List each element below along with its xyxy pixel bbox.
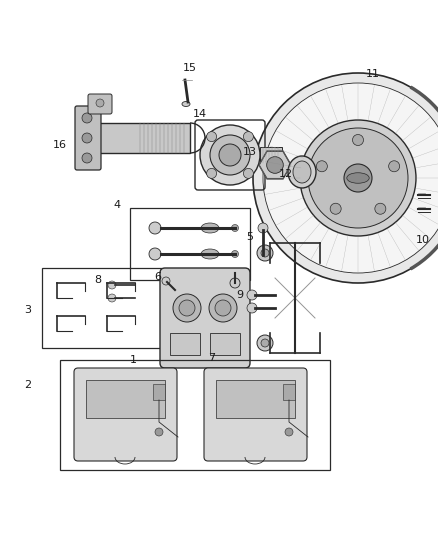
Polygon shape [259,151,291,179]
FancyBboxPatch shape [88,94,112,114]
Circle shape [108,294,116,302]
Text: 1: 1 [130,355,137,365]
Circle shape [257,245,273,261]
FancyBboxPatch shape [74,368,177,461]
Circle shape [300,120,416,236]
Circle shape [173,294,201,322]
Circle shape [258,223,268,233]
Circle shape [82,113,92,123]
Text: 13: 13 [243,147,257,157]
Circle shape [96,99,104,107]
Text: 7: 7 [208,353,215,363]
Circle shape [308,128,408,228]
Bar [153,384,165,400]
Ellipse shape [293,161,311,183]
Bar [130,208,250,280]
Circle shape [232,224,239,231]
Text: 6: 6 [155,272,162,282]
Circle shape [200,125,260,185]
Circle shape [215,300,231,316]
FancyBboxPatch shape [75,106,101,170]
Text: 9: 9 [237,290,244,300]
Circle shape [162,277,170,285]
Circle shape [155,428,163,436]
Circle shape [285,428,293,436]
Circle shape [267,157,283,173]
Bar [60,360,330,470]
Circle shape [330,203,341,214]
Ellipse shape [201,223,219,233]
Circle shape [210,135,250,175]
Circle shape [261,339,269,347]
Circle shape [316,161,327,172]
Ellipse shape [182,101,190,107]
Text: 10: 10 [416,235,430,245]
FancyBboxPatch shape [160,268,250,368]
Circle shape [207,168,217,179]
Circle shape [344,164,372,192]
Ellipse shape [347,173,369,183]
Circle shape [247,303,257,313]
Text: 3: 3 [25,305,32,315]
Bar [283,384,295,400]
Circle shape [219,144,241,166]
Circle shape [207,132,217,142]
Text: 14: 14 [193,109,207,119]
Text: 15: 15 [183,63,197,73]
Circle shape [179,300,195,316]
Circle shape [149,222,161,234]
Bar [210,333,240,355]
Circle shape [82,153,92,163]
Ellipse shape [201,249,219,259]
Circle shape [108,281,116,289]
Circle shape [263,83,438,273]
Circle shape [244,168,254,179]
Circle shape [149,248,161,260]
FancyBboxPatch shape [204,368,307,461]
Text: 8: 8 [95,275,102,285]
Text: 16: 16 [53,140,67,150]
Text: 4: 4 [113,200,120,210]
Text: 2: 2 [25,380,32,390]
Circle shape [209,294,237,322]
Bar [95,123,190,153]
Circle shape [257,335,273,351]
Ellipse shape [288,156,316,188]
Circle shape [232,251,239,257]
Circle shape [389,161,399,172]
Circle shape [375,203,386,214]
Circle shape [230,278,240,288]
Circle shape [247,290,257,300]
Bar [86,380,165,418]
Bar [216,380,295,418]
Circle shape [261,249,269,257]
Bar [170,333,200,355]
Text: 11: 11 [366,69,380,79]
Text: 5: 5 [247,232,254,242]
Bar [260,147,282,163]
Bar [42,268,162,348]
Circle shape [82,133,92,143]
Circle shape [244,132,254,142]
Circle shape [353,134,364,146]
Text: 12: 12 [279,169,293,179]
Circle shape [253,73,438,283]
